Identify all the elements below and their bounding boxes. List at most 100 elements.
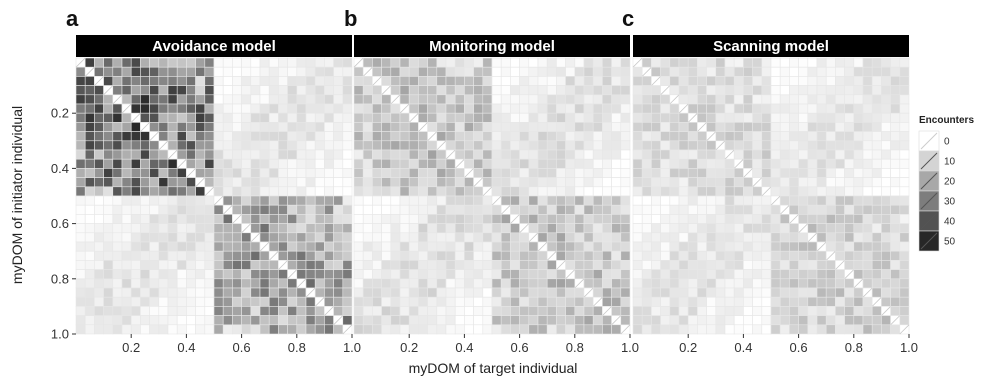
heatmap-cell <box>519 204 530 215</box>
heatmap-cell <box>678 214 689 224</box>
heatmap-cell <box>602 278 612 289</box>
heatmap-cell <box>278 57 288 68</box>
heatmap-cell <box>84 296 95 307</box>
heatmap-cell <box>222 250 233 261</box>
heatmap-cell <box>436 306 447 316</box>
heatmap-cell <box>390 315 401 326</box>
heatmap-cell <box>250 269 261 280</box>
heatmap-cell <box>706 57 717 68</box>
heatmap-cell <box>158 324 169 335</box>
heatmap-cell <box>491 241 502 252</box>
heatmap-cell <box>890 232 901 243</box>
heatmap-cell <box>641 306 652 316</box>
heatmap-cell <box>94 214 104 224</box>
heatmap-cell <box>314 315 325 326</box>
heatmap-cell <box>418 223 428 234</box>
heatmap-cell <box>436 269 447 280</box>
heatmap-cell <box>620 158 631 169</box>
heatmap-cell <box>232 94 242 105</box>
diagonal-cell-mark <box>268 250 279 261</box>
heatmap-cell <box>390 232 401 243</box>
heatmap-cell <box>574 260 585 270</box>
heatmap-cell <box>798 306 809 316</box>
heatmap-cell <box>278 186 288 197</box>
heatmap-cell <box>743 232 753 243</box>
diagonal-cell-mark <box>296 278 307 289</box>
heatmap-cell <box>789 66 799 77</box>
heatmap-cell <box>574 112 585 123</box>
heatmap-cell <box>669 195 680 206</box>
heatmap-cell <box>167 140 178 151</box>
heatmap-cell <box>807 131 818 142</box>
heatmap-cell <box>678 131 689 142</box>
heatmap-cell <box>436 214 447 224</box>
heatmap-cell <box>491 250 502 261</box>
heatmap-cell <box>611 223 622 234</box>
heatmap-cell <box>222 131 233 142</box>
heatmap-cell <box>342 57 353 68</box>
heatmap-cell <box>241 131 252 142</box>
heatmap-cell <box>84 278 95 289</box>
heatmap-cell <box>528 241 539 252</box>
heatmap-cell <box>204 296 215 307</box>
heatmap-cell <box>305 269 316 280</box>
heatmap-cell <box>798 112 809 123</box>
heatmap-cell <box>75 296 86 307</box>
legend-key-mark <box>920 132 938 150</box>
heatmap-cell <box>789 250 799 261</box>
heatmap-cell <box>706 66 717 77</box>
y-tick-label: 0.2 <box>51 106 69 121</box>
heatmap-cell <box>798 204 809 215</box>
heatmap-cell <box>651 195 661 206</box>
heatmap-cell <box>770 296 781 307</box>
heatmap-cell <box>84 204 95 215</box>
heatmap-cell <box>743 278 753 289</box>
heatmap-cell <box>835 158 845 169</box>
heatmap-cell <box>130 296 141 307</box>
heatmap-cell <box>268 122 279 132</box>
heatmap-cell <box>733 140 744 151</box>
heatmap-cell <box>103 260 114 270</box>
heatmap-cell <box>519 122 530 132</box>
heatmap-cell <box>149 260 160 270</box>
heatmap-cell <box>528 278 539 289</box>
heatmap-cell <box>583 131 594 142</box>
heatmap-cell <box>537 287 548 298</box>
heatmap-cell <box>473 324 484 335</box>
heatmap-cell <box>641 186 652 197</box>
heatmap-cell <box>611 158 622 169</box>
heatmap-cell <box>491 149 502 160</box>
heatmap-cell <box>632 94 643 105</box>
heatmap-cell <box>537 223 548 234</box>
heatmap-cell <box>574 94 585 105</box>
heatmap-cell <box>641 168 652 178</box>
heatmap-cell <box>140 94 150 105</box>
heatmap-cell <box>167 168 178 178</box>
heatmap-cell <box>491 223 502 234</box>
heatmap-cell <box>149 269 160 280</box>
diagonal-cell-mark <box>632 57 643 68</box>
heatmap-cell <box>528 306 539 316</box>
heatmap-cell <box>418 195 428 206</box>
heatmap-cell <box>399 195 410 206</box>
heatmap-cell <box>500 103 511 114</box>
heatmap-cell <box>372 195 382 206</box>
heatmap-cell <box>112 168 123 178</box>
heatmap-cell <box>546 140 557 151</box>
heatmap-cell <box>669 140 680 151</box>
heatmap-cell <box>565 214 576 224</box>
heatmap-cell <box>186 57 196 68</box>
heatmap-cell <box>259 122 270 132</box>
heatmap-cell <box>779 296 790 307</box>
heatmap-cell <box>314 241 325 252</box>
heatmap-cell <box>611 232 622 243</box>
heatmap-cell <box>641 131 652 142</box>
heatmap-cell <box>724 287 735 298</box>
heatmap-cell <box>761 204 772 215</box>
heatmap-cell <box>167 158 178 169</box>
heatmap-cell <box>222 195 233 206</box>
heatmap-cell <box>816 112 827 123</box>
heatmap-cell <box>687 241 698 252</box>
heatmap-cell <box>353 195 364 206</box>
heatmap-cell <box>167 204 178 215</box>
